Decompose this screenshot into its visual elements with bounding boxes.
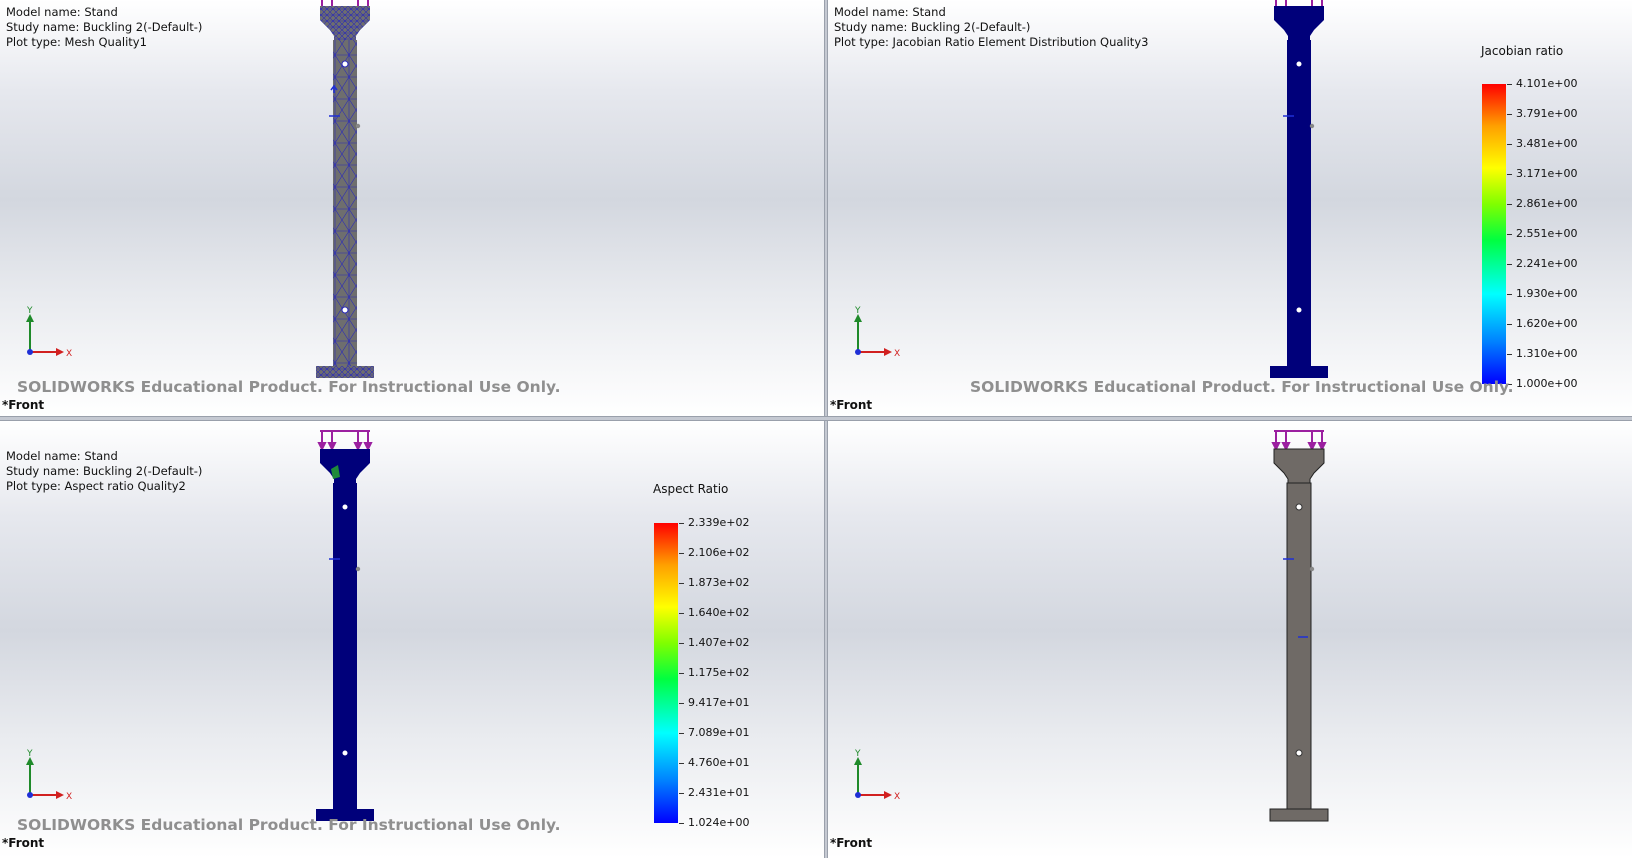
legend-title: Jacobian ratio xyxy=(1481,44,1564,58)
legend-tick-label: 1.310e+00 xyxy=(1506,347,1578,360)
legend-tick-label: 1.930e+00 xyxy=(1506,287,1578,300)
jacobian-plot-model[interactable] xyxy=(1254,0,1344,380)
coordinate-triad: Y X xyxy=(26,749,72,799)
legend-tick-label: 1.407e+02 xyxy=(678,636,750,649)
legend-tick-label: 1.640e+02 xyxy=(678,606,750,619)
model-name-text: Model name: Stand xyxy=(6,5,118,19)
triad-x-label: X xyxy=(66,792,72,799)
plot-info: Model name: Stand Study name: Buckling 2… xyxy=(834,5,1148,50)
triad-x-label: X xyxy=(66,349,72,356)
legend-tick-label: 2.431e+01 xyxy=(678,786,750,799)
aspect-ratio-plot-model[interactable] xyxy=(300,429,390,829)
viewport-model[interactable]: Y X *Front xyxy=(828,421,1632,858)
viewport-mesh-quality[interactable]: Model name: Stand Study name: Buckling 2… xyxy=(0,0,824,416)
triad-y-label: Y xyxy=(26,306,33,316)
coordinate-triad: Y X xyxy=(26,306,72,356)
legend-tick-label: 4.760e+01 xyxy=(678,756,750,769)
legend-title: Aspect Ratio xyxy=(653,482,729,496)
legend-tick-label: 2.241e+00 xyxy=(1506,257,1578,270)
educational-watermark: SOLIDWORKS Educational Product. For Inst… xyxy=(17,816,561,834)
legend-tick-label: 2.551e+00 xyxy=(1506,227,1578,240)
legend-tick-label: 1.175e+02 xyxy=(678,666,750,679)
triad-x-label: X xyxy=(894,792,900,799)
legend-tick-label: 2.861e+00 xyxy=(1506,197,1578,210)
triad-y-label: Y xyxy=(26,749,33,759)
plot-info: Model name: Stand Study name: Buckling 2… xyxy=(6,5,202,50)
educational-watermark: SOLIDWORKS Educational Product. For Inst… xyxy=(970,378,1514,396)
legend-tick-label: 2.106e+02 xyxy=(678,546,750,559)
legend-tick-label: 1.000e+00 xyxy=(1506,377,1578,390)
legend-tick-label: 2.339e+02 xyxy=(678,516,750,529)
viewport-splitter-horizontal[interactable] xyxy=(0,416,1632,421)
triad-y-label: Y xyxy=(854,306,861,316)
view-orientation-label: *Front xyxy=(2,836,45,850)
legend-tick-label: 1.620e+00 xyxy=(1506,317,1578,330)
study-name-text: Study name: Buckling 2(-Default-) xyxy=(6,464,203,478)
model-name-text: Model name: Stand xyxy=(6,449,118,463)
viewport-aspect-ratio[interactable]: Model name: Stand Study name: Buckling 2… xyxy=(0,421,824,858)
legend-tick-label: 9.417e+01 xyxy=(678,696,750,709)
viewport-splitter-vertical[interactable] xyxy=(824,0,828,858)
legend-tick-label: 7.089e+01 xyxy=(678,726,750,739)
model-name-text: Model name: Stand xyxy=(834,5,946,19)
legend-tick-label: 1.024e+00 xyxy=(678,816,750,829)
view-orientation-label: *Front xyxy=(830,836,873,850)
plot-type-text: Plot type: Aspect ratio Quality2 xyxy=(6,479,186,493)
triad-y-label: Y xyxy=(854,749,861,759)
legend-tick-label: 1.873e+02 xyxy=(678,576,750,589)
legend-tick-label: 4.101e+00 xyxy=(1506,77,1578,90)
plot-type-text: Plot type: Jacobian Ratio Element Distri… xyxy=(834,35,1149,49)
viewport-jacobian-ratio[interactable]: Model name: Stand Study name: Buckling 2… xyxy=(828,0,1632,416)
legend-tick-label: 3.481e+00 xyxy=(1506,137,1578,150)
legend-color-bar xyxy=(654,523,678,823)
educational-watermark: SOLIDWORKS Educational Product. For Inst… xyxy=(17,378,561,396)
view-orientation-label: *Front xyxy=(2,398,45,412)
legend-color-bar xyxy=(1482,84,1506,384)
coordinate-triad: Y X xyxy=(854,306,900,356)
legend-tick-label: 3.171e+00 xyxy=(1506,167,1578,180)
plot-info: Model name: Stand Study name: Buckling 2… xyxy=(6,449,202,494)
study-name-text: Study name: Buckling 2(-Default-) xyxy=(834,20,1031,34)
study-name-text: Study name: Buckling 2(-Default-) xyxy=(6,20,203,34)
view-orientation-label: *Front xyxy=(830,398,873,412)
plot-type-text: Plot type: Mesh Quality1 xyxy=(6,35,147,49)
legend-tick-label: 3.791e+00 xyxy=(1506,107,1578,120)
mesh-model[interactable] xyxy=(300,0,390,380)
plain-model[interactable] xyxy=(1254,429,1344,829)
triad-x-label: X xyxy=(894,349,900,356)
coordinate-triad: Y X xyxy=(854,749,900,799)
